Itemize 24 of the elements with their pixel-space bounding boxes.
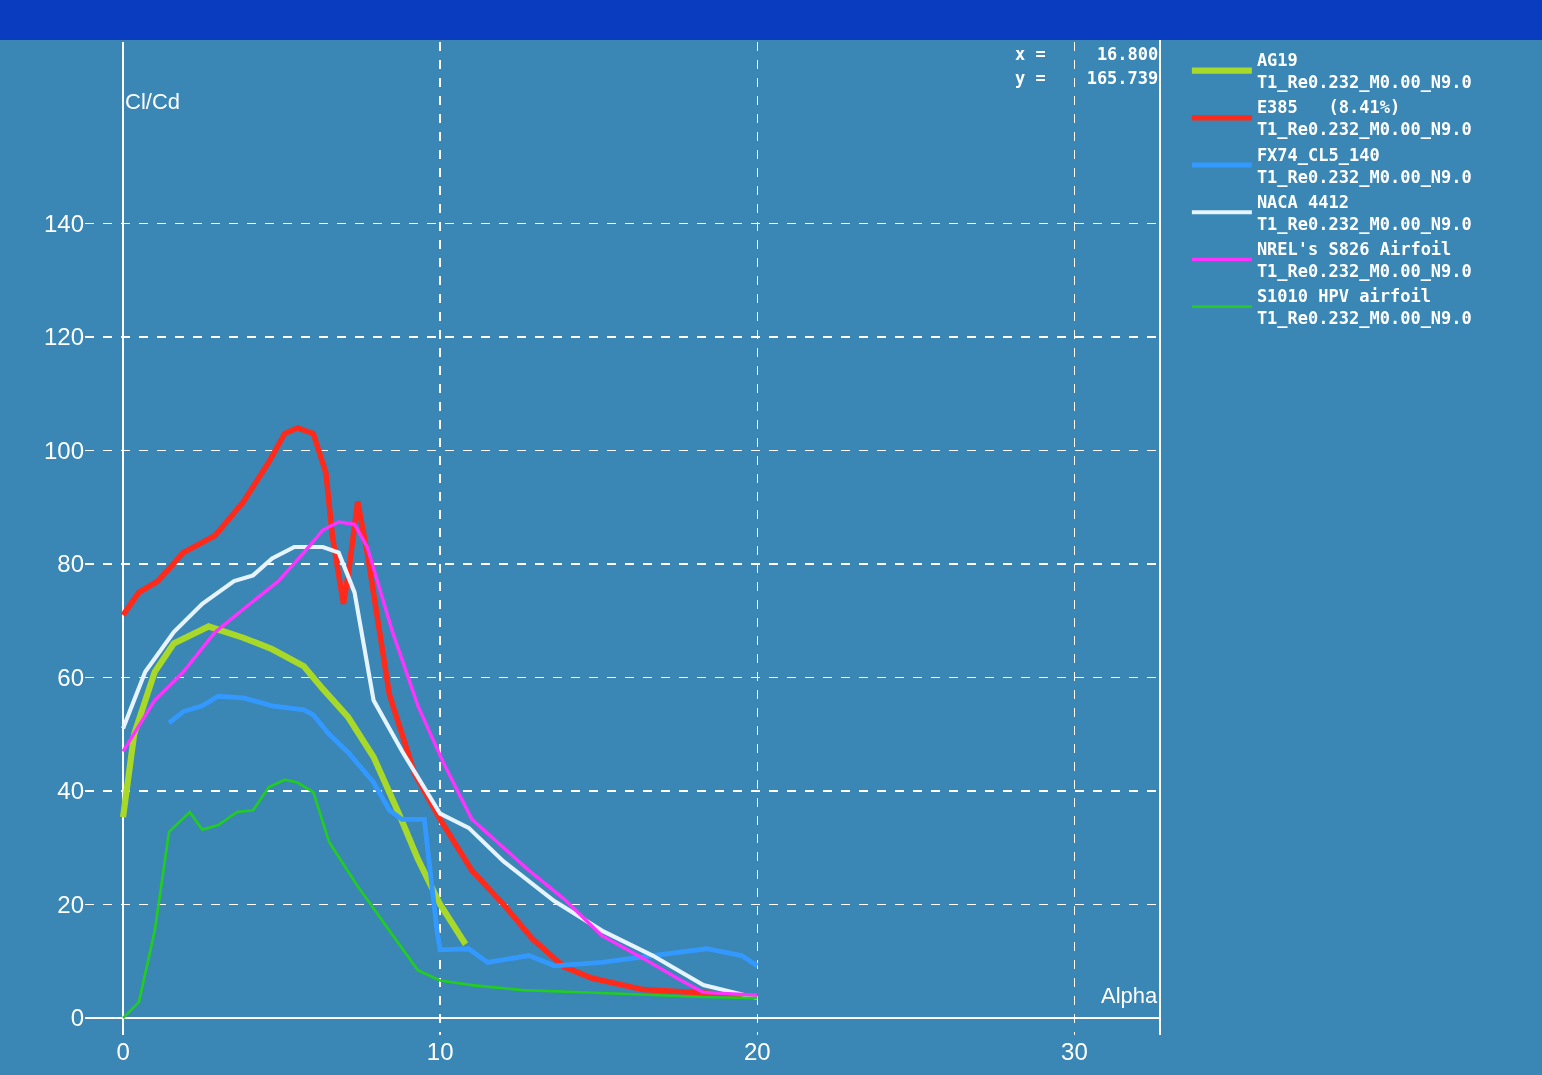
- x-tick-label: 30: [1061, 1038, 1088, 1065]
- line-series: [166, 693, 760, 969]
- y-axis-title: Cl/Cd: [125, 89, 181, 114]
- annotation: x = 16.800: [1015, 44, 1159, 64]
- y-tick-label: 80: [57, 550, 84, 578]
- annotation: y = 165.739: [1015, 68, 1159, 88]
- y-tick-label: 0: [70, 1004, 84, 1032]
- x-tick-label: 20: [743, 1038, 771, 1065]
- y-tick-label: 20: [57, 890, 84, 918]
- line-series: [121, 778, 759, 1020]
- y-tick-label: 60: [57, 663, 84, 691]
- x-tick-label: 0: [116, 1038, 130, 1065]
- x-tick-label: 10: [426, 1038, 454, 1065]
- legend-label: NACA 4412 T1_Re0.232_M0.00_N9.0: [1256, 191, 1472, 234]
- legend-label: S1010 HPV airfoil T1_Re0.232_M0.00_N9.0: [1256, 286, 1472, 329]
- y-tick-label: 120: [43, 323, 84, 351]
- legend-label: AG19 T1_Re0.232_M0.00_N9.0: [1256, 50, 1472, 93]
- legend-label: E385 (8.41%) T1_Re0.232_M0.00_N9.0: [1256, 97, 1472, 140]
- legend-label: FX74_CL5_140 T1_Re0.232_M0.00_N9.0: [1256, 144, 1472, 187]
- y-tick-label: 40: [57, 777, 84, 805]
- y-tick-label: 100: [43, 436, 84, 464]
- legend-label: NREL's S826 Airfoil T1_Re0.232_M0.00_N9.0: [1256, 238, 1472, 282]
- x-axis-title: Alpha: [1101, 983, 1159, 1008]
- y-tick-label: 140: [43, 209, 84, 237]
